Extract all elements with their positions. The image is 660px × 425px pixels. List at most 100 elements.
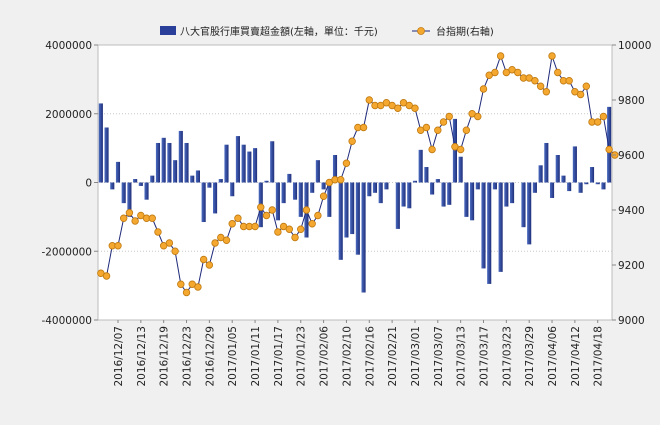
x-tick-label: 2017/03/23 (501, 326, 513, 387)
bar (110, 182, 115, 190)
left-tick-label: 0 (85, 178, 92, 190)
bar (224, 144, 229, 183)
plot-area (97, 44, 613, 321)
line-point (605, 145, 613, 154)
bar (310, 182, 315, 193)
bar (561, 175, 566, 183)
x-tick-label: 2017/01/11 (250, 326, 262, 387)
x-tick-label: 2016/12/23 (182, 326, 194, 387)
left-axis: 4000000 2000000 0 -2000000 -4000000 (41, 40, 98, 327)
line-point (234, 214, 242, 222)
bar (230, 182, 235, 197)
bar (607, 106, 612, 183)
line-point (268, 206, 276, 214)
line-point (308, 220, 316, 228)
left-tick-label: 4000000 (45, 40, 92, 52)
bar (452, 118, 457, 183)
bar (549, 182, 555, 198)
legend-bar-swatch (160, 26, 176, 35)
line-point (285, 225, 294, 233)
line-point (177, 280, 185, 288)
x-tick-label: 2016/12/19 (159, 326, 171, 387)
line-point (565, 77, 573, 85)
line-point (222, 236, 231, 244)
bar (464, 182, 469, 217)
bar (184, 142, 189, 183)
line-point (462, 126, 471, 134)
bar (589, 167, 595, 183)
bar (115, 161, 121, 183)
legend-bar-label: 八大官股行庫買賣超金額(左軸，單位：千元) (180, 25, 378, 38)
line-point (262, 211, 271, 220)
bar (407, 182, 412, 209)
bar (167, 142, 172, 183)
x-tick-label: 2017/03/17 (479, 326, 491, 387)
line-point (251, 222, 259, 231)
line-point (148, 214, 156, 222)
legend: 八大官股行庫買賣超金額(左軸，單位：千元) 台指期(右軸) (160, 25, 494, 38)
right-axis: 10000 9800 9600 9400 9200 9000 (612, 40, 651, 327)
x-tick-label: 2017/02/21 (387, 326, 399, 387)
x-tick-label: 2017/02/10 (341, 326, 353, 387)
legend-line-label: 台指期(右軸) (436, 25, 494, 38)
line-point (302, 206, 311, 214)
bar (133, 179, 138, 183)
bar (538, 165, 543, 183)
bar (150, 175, 155, 183)
bar (595, 182, 600, 185)
x-tick-label: 2017/04/06 (547, 326, 559, 387)
bar (584, 182, 589, 185)
line-point (496, 52, 505, 60)
bar (384, 182, 389, 190)
bar (207, 182, 212, 188)
bar (470, 182, 475, 221)
bar (127, 182, 132, 217)
bar (144, 182, 149, 200)
line-point (422, 123, 431, 132)
line-point (439, 118, 448, 126)
bar (121, 182, 126, 204)
line-point (114, 242, 122, 250)
line-point (434, 126, 442, 134)
line-series (97, 52, 619, 297)
x-tick-label: 2017/02/16 (364, 326, 376, 387)
line-point (274, 228, 282, 236)
bar (264, 180, 269, 183)
line-point (205, 261, 214, 269)
line-point (474, 112, 482, 121)
bar (527, 182, 532, 245)
bar (350, 182, 355, 235)
right-tick-label: 9600 (618, 150, 645, 162)
bar (401, 182, 406, 207)
bar (555, 155, 560, 183)
bar (253, 148, 258, 183)
bar (498, 182, 503, 272)
x-axis: 2016/12/07 2016/12/13 2016/12/19 2016/12/23… (113, 320, 605, 387)
x-tick-label: 2017/03/01 (410, 326, 422, 387)
bar (218, 179, 223, 183)
bar (332, 155, 338, 183)
bar (281, 182, 286, 204)
bar (441, 182, 446, 207)
x-tick-label: 2017/01/17 (273, 326, 285, 387)
line-point (199, 255, 208, 264)
bar (270, 141, 275, 183)
line-point (182, 288, 191, 297)
line-point (582, 82, 590, 90)
bar (521, 182, 526, 228)
bar (487, 182, 492, 284)
bar (321, 182, 326, 190)
bar (372, 182, 378, 193)
bar (424, 167, 429, 183)
bar (475, 182, 480, 190)
bar (510, 182, 515, 204)
line-point (554, 68, 562, 77)
line-point (548, 52, 556, 60)
bar (247, 151, 252, 183)
line-point (314, 211, 322, 220)
bar (578, 182, 583, 193)
bar (344, 182, 349, 238)
bar (327, 182, 332, 217)
